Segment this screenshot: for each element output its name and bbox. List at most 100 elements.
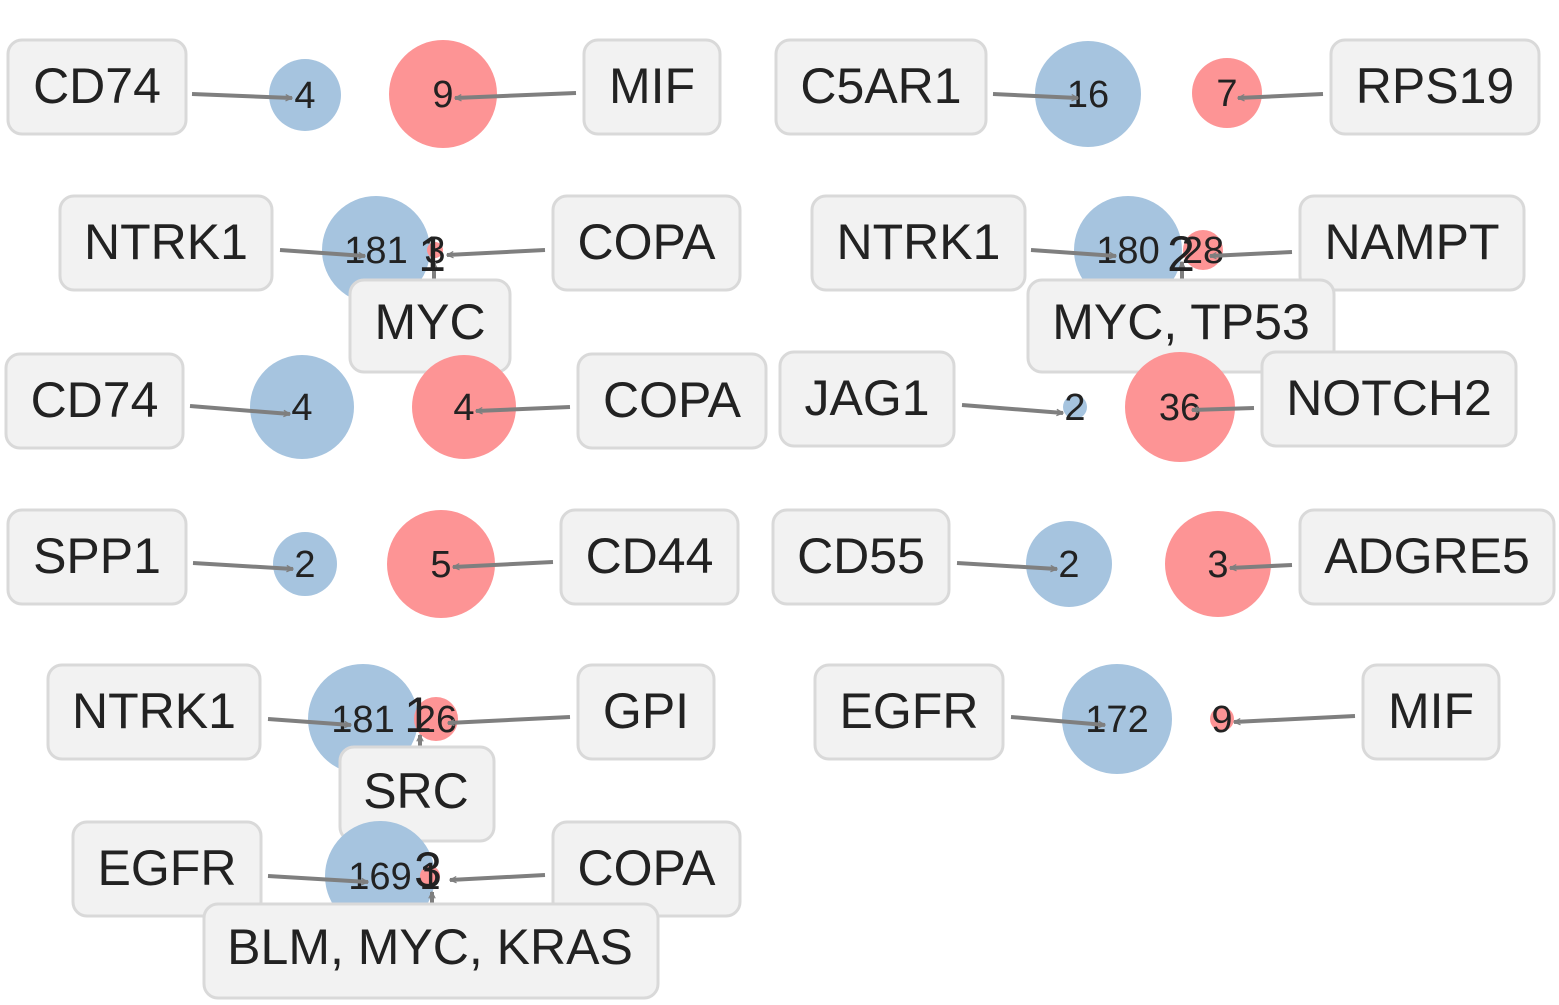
receptor-label-box bbox=[71, 820, 263, 918]
receptor-node-count: 16 bbox=[1067, 74, 1109, 116]
ligand-arrow bbox=[1192, 406, 1255, 410]
ligand-label: MIF bbox=[1361, 663, 1501, 761]
ligand-label-text: CD44 bbox=[586, 528, 714, 584]
ligand-node: 7 bbox=[1192, 58, 1262, 128]
receptor-label-text: EGFR bbox=[840, 683, 979, 739]
receptor-arrow bbox=[279, 248, 365, 256]
ligand-node-circle bbox=[389, 40, 497, 148]
ligand-label-text: RPS19 bbox=[1356, 58, 1514, 114]
receptor-node: 180 bbox=[1074, 196, 1182, 304]
ligand-node-circle bbox=[1192, 58, 1262, 128]
receptor-node: 2 bbox=[1063, 387, 1087, 429]
receptor-node-count: 172 bbox=[1085, 699, 1148, 741]
ligand-arrow bbox=[1230, 563, 1293, 568]
ligand-node-circle bbox=[412, 355, 516, 459]
gene-label-text: SRC bbox=[363, 763, 469, 819]
receptor-node: 2 bbox=[1026, 521, 1112, 607]
ligand-arrow bbox=[476, 405, 571, 411]
receptor-label-box bbox=[813, 663, 1005, 761]
ligand-label-text: COPA bbox=[603, 372, 742, 428]
ligand-label-box bbox=[559, 508, 740, 606]
receptor-arrow bbox=[191, 92, 292, 98]
receptor-label-text: JAG1 bbox=[804, 370, 929, 426]
ligand-arrow bbox=[447, 248, 546, 255]
ligand-node-circle bbox=[1210, 707, 1234, 731]
ligand-arrow bbox=[448, 715, 571, 723]
ligand-label-box bbox=[1260, 350, 1518, 448]
receptor-label-box bbox=[771, 508, 951, 606]
receptor-node-count: 4 bbox=[291, 387, 312, 429]
receptor-label: CD74 bbox=[4, 352, 185, 450]
receptor-label: CD74 bbox=[6, 38, 188, 136]
receptor-label-text: NTRK1 bbox=[837, 214, 1001, 270]
ligand-arrow bbox=[1210, 250, 1293, 256]
ligand-node: 9 bbox=[389, 40, 497, 148]
receptor-node: 4 bbox=[269, 59, 341, 131]
receptor-label: NTRK1 bbox=[46, 663, 262, 761]
ligand-node-count: 4 bbox=[453, 387, 474, 429]
ligand-label-box bbox=[1298, 508, 1556, 606]
interaction-panel: 16 7 C5AR1 RPS19 bbox=[774, 38, 1541, 147]
receptor-label-box bbox=[774, 38, 988, 136]
ligand-label-box bbox=[582, 38, 722, 136]
ligand-label-text: GPI bbox=[603, 683, 689, 739]
ligand-label: COPA bbox=[551, 194, 742, 292]
ligand-label-text: MIF bbox=[1388, 683, 1474, 739]
receptor-node: 181 bbox=[322, 196, 430, 304]
receptor-label-box bbox=[6, 38, 188, 136]
gene-count: 3 bbox=[414, 842, 442, 898]
receptor-node-count: 169 bbox=[348, 856, 411, 898]
ligand-label: CD44 bbox=[559, 508, 740, 606]
ligand-label: RPS19 bbox=[1329, 38, 1541, 136]
ligand-node-count: 5 bbox=[430, 544, 451, 586]
interaction-panel: 4 9 CD74 MIF bbox=[6, 38, 722, 148]
ligand-label-text: NOTCH2 bbox=[1286, 370, 1492, 426]
gene-count: 1 bbox=[404, 687, 432, 743]
ligand-node-circle bbox=[420, 866, 440, 886]
gene-count: 2 bbox=[1167, 226, 1195, 282]
gene-count: 1 bbox=[418, 226, 446, 282]
receptor-arrow bbox=[1010, 715, 1105, 725]
receptor-label: NTRK1 bbox=[810, 194, 1027, 292]
receptor-node-count: 2 bbox=[1064, 387, 1085, 429]
interaction-panel: 169 1 EGFR COPA BLM, MYC, KRAS 3 bbox=[71, 820, 742, 1000]
receptor-node-circle bbox=[250, 355, 354, 459]
interaction-panel: 181 26 NTRK1 GPI SRC 1 bbox=[46, 663, 716, 843]
receptor-label-box bbox=[58, 194, 274, 292]
gene-label: BLM, MYC, KRAS bbox=[202, 902, 660, 1000]
receptor-arrow bbox=[189, 404, 290, 414]
interaction-panel: 2 5 SPP1 CD44 bbox=[6, 508, 740, 618]
ligand-node: 1 bbox=[419, 856, 440, 898]
interaction-panel: 2 3 CD55 ADGRE5 bbox=[771, 508, 1556, 617]
receptor-node-count: 181 bbox=[331, 699, 394, 741]
receptor-node-count: 2 bbox=[1058, 544, 1079, 586]
receptor-node-count: 180 bbox=[1096, 230, 1159, 272]
ligand-arrow bbox=[1234, 714, 1356, 722]
ligand-node-circle bbox=[427, 242, 443, 258]
receptor-node-circle bbox=[1026, 521, 1112, 607]
receptor-node-circle bbox=[1062, 664, 1172, 774]
receptor-label-text: SPP1 bbox=[33, 528, 161, 584]
ligand-node-count: 9 bbox=[1211, 699, 1232, 741]
ligand-node-circle bbox=[414, 697, 458, 741]
receptor-label-text: CD74 bbox=[31, 372, 159, 428]
ligand-node: 3 bbox=[1165, 511, 1271, 617]
ligand-label: NAMPT bbox=[1298, 194, 1526, 292]
receptor-label: CD55 bbox=[771, 508, 951, 606]
receptor-label: C5AR1 bbox=[774, 38, 988, 136]
ligand-node: 26 bbox=[414, 697, 458, 741]
ligand-label-box bbox=[1361, 663, 1501, 761]
ligand-node-count: 7 bbox=[1216, 73, 1237, 115]
ligand-label: GPI bbox=[576, 663, 716, 761]
ligand-label: NOTCH2 bbox=[1260, 350, 1518, 448]
receptor-label-box bbox=[778, 350, 956, 448]
receptor-label: EGFR bbox=[71, 820, 263, 918]
ligand-node-count: 3 bbox=[424, 230, 445, 272]
receptor-node-circle bbox=[269, 59, 341, 131]
ligand-node: 5 bbox=[387, 510, 495, 618]
gene-label-text: MYC bbox=[374, 294, 485, 350]
ligand-node: 9 bbox=[1210, 699, 1234, 741]
receptor-label: SPP1 bbox=[6, 508, 188, 606]
receptor-node: 16 bbox=[1035, 41, 1141, 147]
